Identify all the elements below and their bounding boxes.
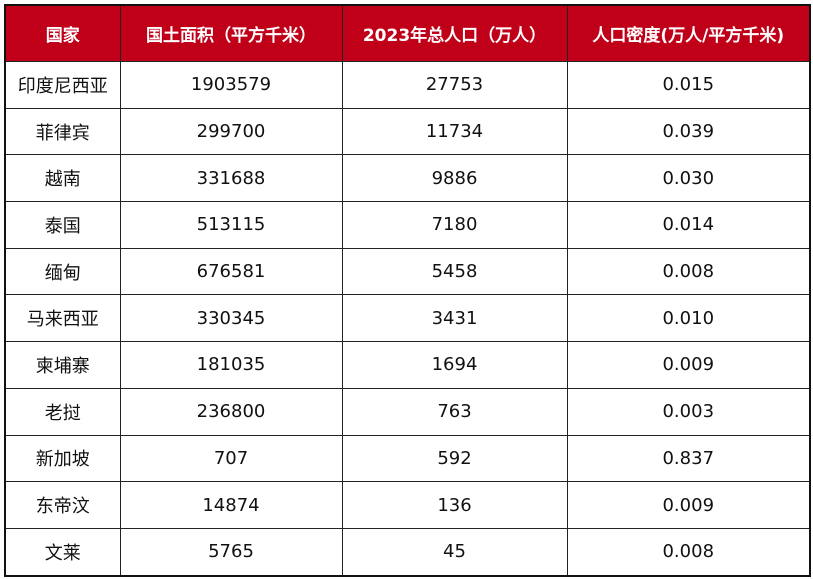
cell-area: 331688 bbox=[119, 154, 343, 203]
cell-country: 马来西亚 bbox=[4, 294, 121, 343]
cell-population: 1694 bbox=[341, 341, 568, 389]
table-row: 老挝 236800 763 0.003 bbox=[4, 387, 811, 436]
header-population: 2023年总人口（万人） bbox=[341, 4, 568, 62]
cell-area: 181035 bbox=[119, 341, 343, 389]
header-country: 国家 bbox=[4, 4, 121, 62]
cell-country: 越南 bbox=[4, 154, 121, 203]
cell-area: 236800 bbox=[119, 387, 343, 436]
cell-area: 513115 bbox=[119, 201, 343, 249]
cell-area: 676581 bbox=[119, 247, 343, 296]
cell-population: 7180 bbox=[341, 201, 568, 249]
table-row: 越南 331688 9886 0.030 bbox=[4, 154, 811, 203]
cell-area: 14874 bbox=[119, 481, 343, 529]
cell-area: 1903579 bbox=[119, 61, 343, 109]
cell-density: 0.015 bbox=[566, 61, 811, 109]
cell-country: 泰国 bbox=[4, 201, 121, 249]
cell-country: 柬埔寨 bbox=[4, 341, 121, 389]
cell-population: 45 bbox=[341, 527, 568, 577]
cell-population: 136 bbox=[341, 481, 568, 529]
cell-area: 299700 bbox=[119, 107, 343, 156]
cell-density: 0.014 bbox=[566, 201, 811, 249]
table-row: 泰国 513115 7180 0.014 bbox=[4, 201, 811, 249]
table-body: 印度尼西亚 1903579 27753 0.015 菲律宾 299700 11734 0.03… bbox=[4, 61, 811, 577]
cell-country: 印度尼西亚 bbox=[4, 61, 121, 109]
cell-population: 592 bbox=[341, 434, 568, 483]
cell-country: 东帝汶 bbox=[4, 481, 121, 529]
cell-population: 5458 bbox=[341, 247, 568, 296]
cell-density: 0.010 bbox=[566, 294, 811, 343]
cell-density: 0.008 bbox=[566, 247, 811, 296]
cell-population: 11734 bbox=[341, 107, 568, 156]
cell-population: 3431 bbox=[341, 294, 568, 343]
cell-density: 0.009 bbox=[566, 341, 811, 389]
header-density: 人口密度(万人/平方千米) bbox=[566, 4, 811, 62]
cell-population: 27753 bbox=[341, 61, 568, 109]
cell-density: 0.837 bbox=[566, 434, 811, 483]
cell-country: 老挝 bbox=[4, 387, 121, 436]
cell-population: 9886 bbox=[341, 154, 568, 203]
table-row: 菲律宾 299700 11734 0.039 bbox=[4, 107, 811, 156]
data-table: 国家 国土面积（平方千米） 2023年总人口（万人） 人口密度(万人/平方千米)… bbox=[4, 4, 811, 577]
header-area: 国土面积（平方千米） bbox=[119, 4, 343, 62]
cell-density: 0.008 bbox=[566, 527, 811, 577]
cell-density: 0.003 bbox=[566, 387, 811, 436]
cell-country: 缅甸 bbox=[4, 247, 121, 296]
table-row: 印度尼西亚 1903579 27753 0.015 bbox=[4, 61, 811, 109]
table-row: 缅甸 676581 5458 0.008 bbox=[4, 247, 811, 296]
table-row: 柬埔寨 181035 1694 0.009 bbox=[4, 341, 811, 389]
cell-density: 0.039 bbox=[566, 107, 811, 156]
cell-country: 文莱 bbox=[4, 527, 121, 577]
cell-country: 菲律宾 bbox=[4, 107, 121, 156]
cell-area: 5765 bbox=[119, 527, 343, 577]
table-row: 文莱 5765 45 0.008 bbox=[4, 527, 811, 577]
cell-population: 763 bbox=[341, 387, 568, 436]
table-row: 东帝汶 14874 136 0.009 bbox=[4, 481, 811, 529]
cell-area: 330345 bbox=[119, 294, 343, 343]
cell-area: 707 bbox=[119, 434, 343, 483]
cell-density: 0.009 bbox=[566, 481, 811, 529]
header-row: 国家 国土面积（平方千米） 2023年总人口（万人） 人口密度(万人/平方千米) bbox=[4, 4, 811, 62]
cell-country: 新加坡 bbox=[4, 434, 121, 483]
table-row: 马来西亚 330345 3431 0.010 bbox=[4, 294, 811, 343]
cell-density: 0.030 bbox=[566, 154, 811, 203]
table-row: 新加坡 707 592 0.837 bbox=[4, 434, 811, 483]
